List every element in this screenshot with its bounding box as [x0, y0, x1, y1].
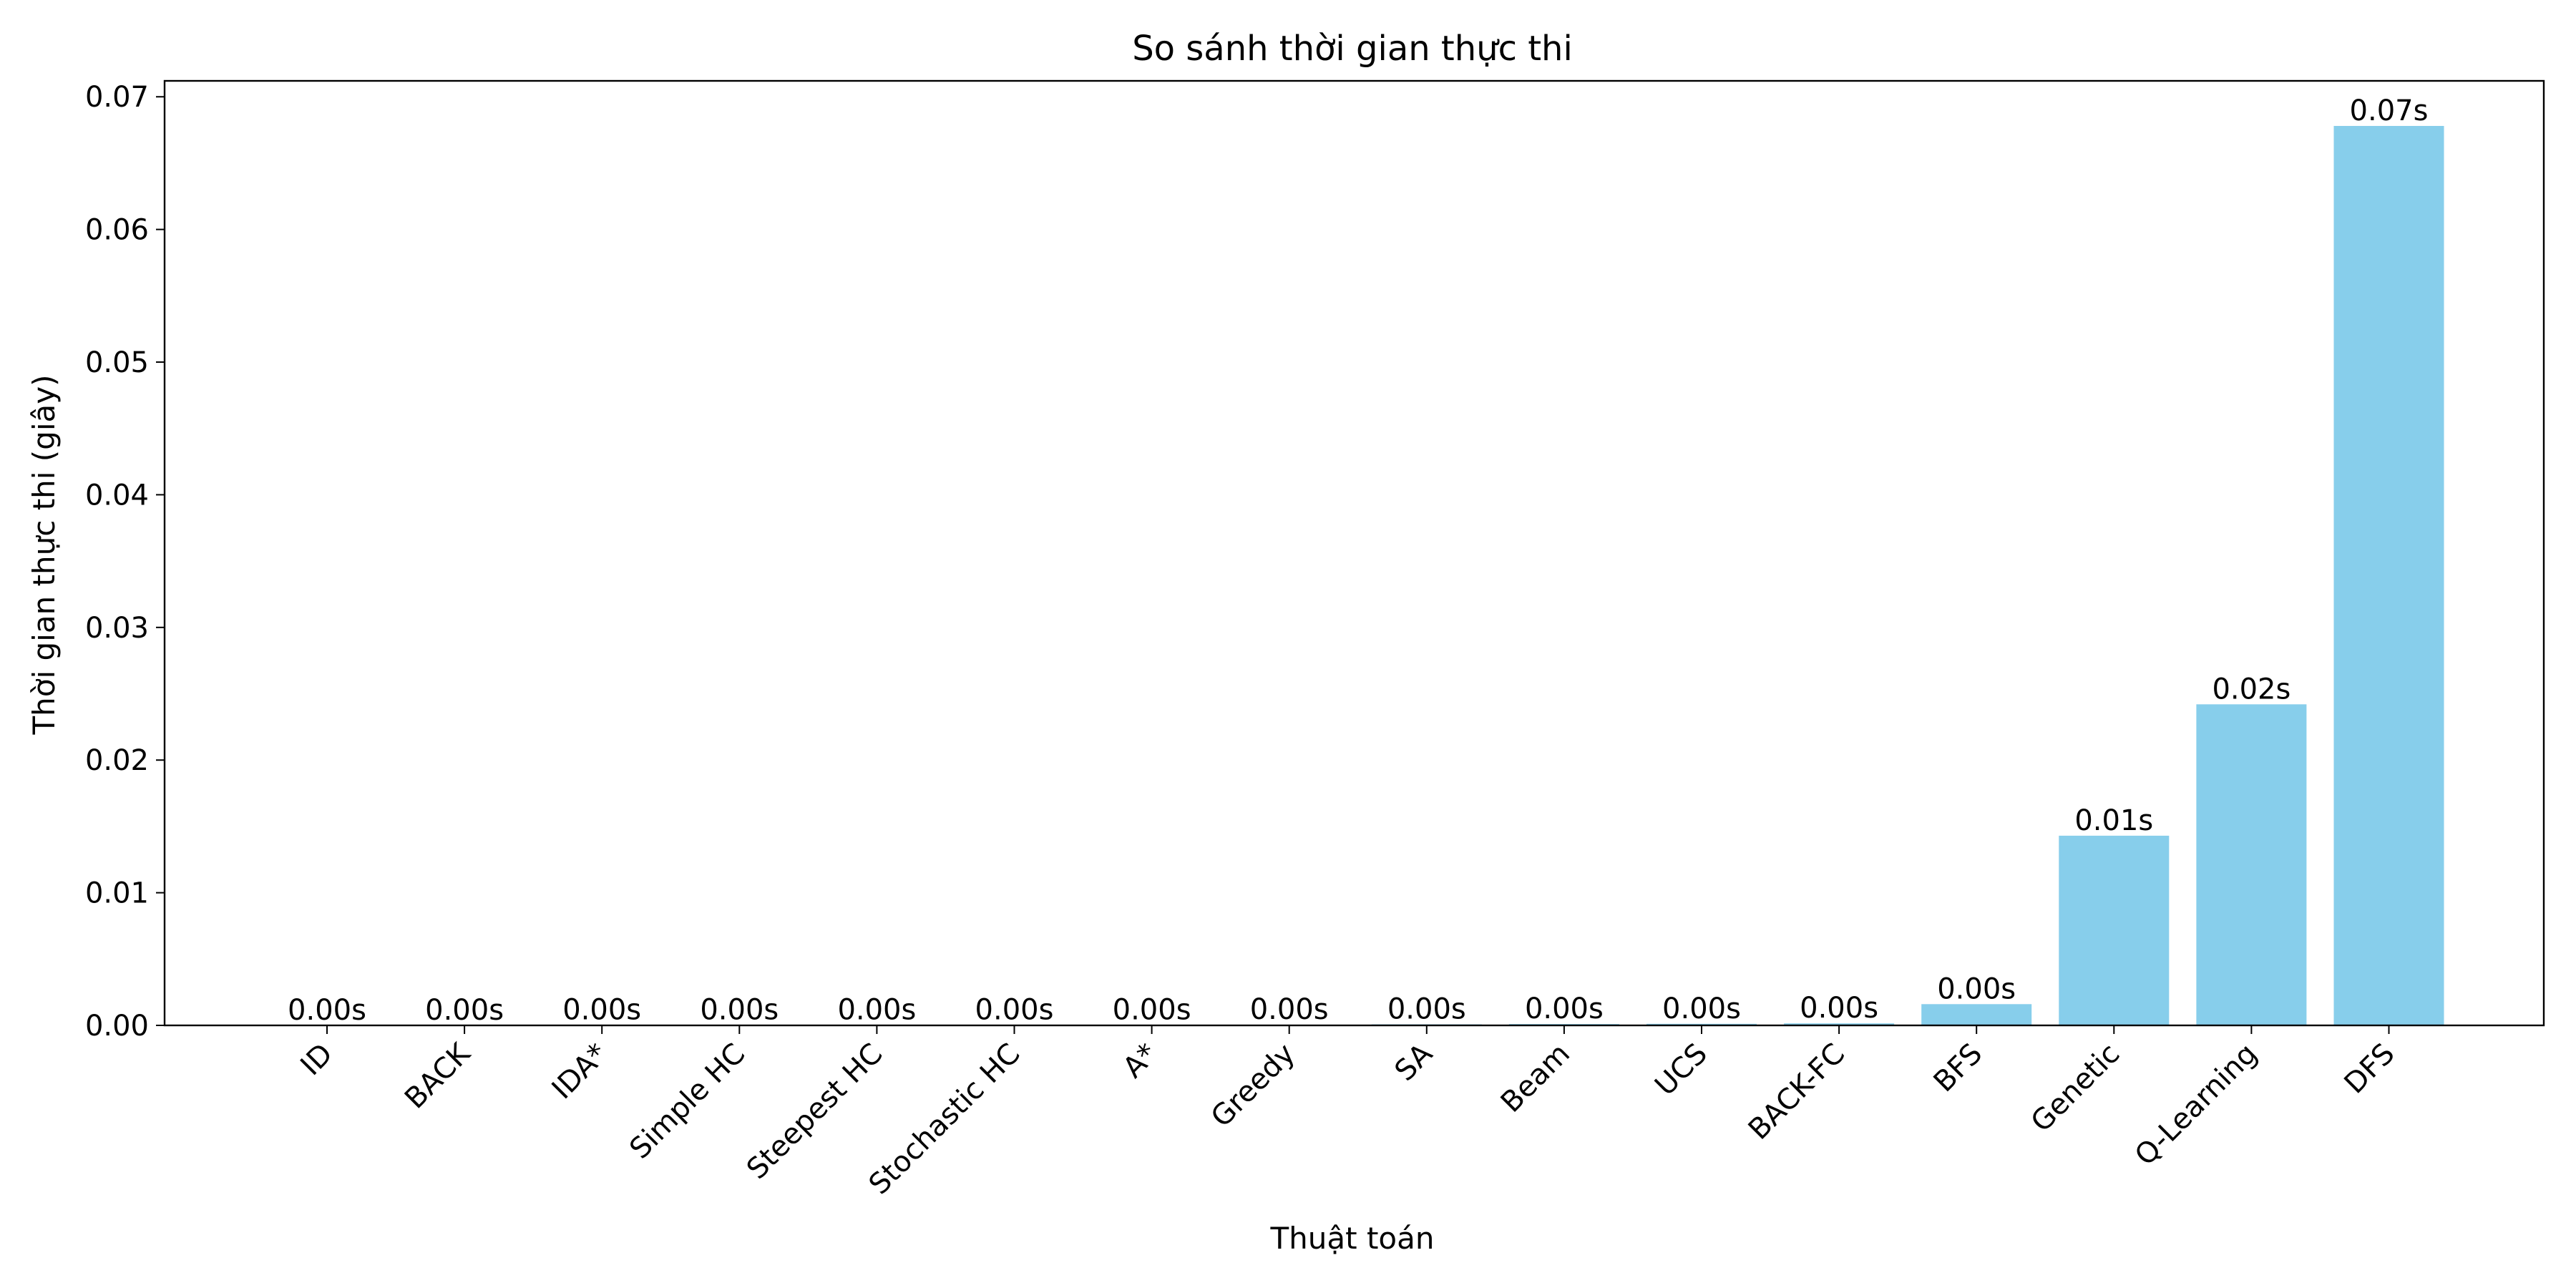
x-tick-label: Genetic [2025, 1038, 2127, 1139]
y-tick-label: 0.03 [85, 612, 149, 645]
y-tick-label: 0.07 [85, 81, 149, 114]
y-axis-title: Thời gian thực thi (giây) [26, 375, 62, 736]
x-tick-label: Simple HC [623, 1038, 751, 1166]
bar [2333, 126, 2444, 1025]
bar-value-label: 0.00s [1800, 992, 1878, 1025]
bar [2196, 704, 2307, 1025]
plot-area: 0.00 0.01 0.02 0.03 0.04 0.05 0.06 0.07 ID BACK ID… [85, 79, 2545, 1201]
x-tick-label: Beam [1495, 1038, 1576, 1119]
plot-frame [163, 79, 2545, 1027]
y-tick-label: 0.06 [85, 214, 149, 247]
chart-title: So sánh thời gian thực thi [1132, 29, 1573, 69]
bar-value-label: 0.00s [1937, 972, 2016, 1005]
bar-value-label: 0.00s [837, 993, 916, 1026]
x-tick-label: BACK [399, 1036, 477, 1115]
bar-value-label: 0.00s [1525, 992, 1604, 1025]
x-tick-label: UCS [1649, 1038, 1714, 1103]
y-tick-label: 0.01 [85, 877, 149, 910]
bar-value-label: 0.00s [1662, 992, 1741, 1025]
bar-value-label: 0.00s [288, 994, 366, 1027]
bar-value-label: 0.00s [425, 994, 504, 1027]
bar-value-label: 0.00s [1250, 993, 1329, 1026]
bar-value-label: 0.02s [2212, 673, 2290, 706]
y-tick-label: 0.04 [85, 479, 149, 512]
x-tick-label: Q-Learning [2129, 1038, 2264, 1173]
y-tick-label: 0.00 [85, 1010, 149, 1043]
bar-value-label: 0.00s [700, 994, 779, 1027]
x-tick-label: IDA* [546, 1038, 615, 1106]
x-tick-label: Greedy [1205, 1038, 1302, 1134]
x-tick-label: BACK-FC [1742, 1038, 1851, 1146]
bar [1784, 1023, 1895, 1025]
x-tick-label: A* [1117, 1038, 1164, 1085]
bar-value-label: 0.00s [1387, 993, 1466, 1026]
bar-value-label: 0.00s [975, 993, 1054, 1026]
x-axis-title: Thuật toán [1270, 1221, 1435, 1256]
x-tick-label: ID [294, 1038, 339, 1083]
bar-value-label: 0.00s [1113, 993, 1191, 1026]
bar-value-label: 0.01s [2074, 804, 2153, 837]
x-tick-label: Steepest HC [741, 1038, 889, 1186]
x-tick-label: BFS [1928, 1038, 1989, 1099]
bar [1921, 1004, 2032, 1025]
bar-value-label: 0.00s [562, 994, 641, 1027]
bar-value-label: 0.07s [2350, 94, 2429, 127]
y-tick-label: 0.02 [85, 744, 149, 777]
x-tick-label: DFS [2338, 1038, 2401, 1101]
bar [2059, 835, 2170, 1025]
y-tick-label: 0.05 [85, 346, 149, 379]
x-tick-label: SA [1389, 1037, 1440, 1088]
